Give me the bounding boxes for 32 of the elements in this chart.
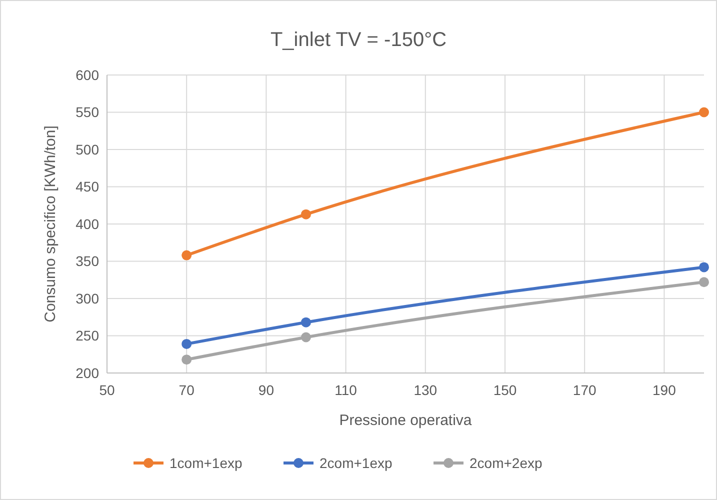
x-tick-label: 190 (652, 382, 676, 398)
y-tick-label: 550 (76, 104, 100, 120)
point (301, 332, 311, 342)
point (699, 107, 709, 118)
y-tick-label: 250 (76, 328, 100, 344)
y-tick-label: 200 (76, 364, 100, 381)
legend-label: 2com+2exp (470, 454, 542, 471)
y-tick-label: 450 (76, 178, 100, 195)
x-tick-label: 130 (414, 382, 438, 398)
chart-title: T_inlet TV = -150°C (270, 29, 447, 51)
x-tick-label: 110 (334, 382, 358, 398)
y-tick-label: 500 (76, 141, 100, 158)
x-tick-label: 90 (258, 382, 274, 398)
point (182, 338, 192, 349)
y-tick-label: 600 (76, 66, 100, 83)
x-tick-label: 50 (99, 382, 115, 398)
x-tick-label: 170 (572, 382, 596, 398)
y-tick-label: 300 (76, 290, 100, 306)
y-tick-label: 400 (76, 216, 100, 232)
point (699, 277, 709, 288)
point (182, 250, 192, 260)
x-axis-title: Pressione operativa (339, 412, 472, 429)
legend-label: 1com+1exp (170, 454, 242, 471)
point (301, 317, 311, 328)
point (699, 262, 709, 272)
y-axis-title: Consumo specifico [KWh/ton] (42, 126, 59, 322)
y-tick-label: 350 (76, 253, 100, 270)
x-tick-label: 150 (493, 382, 517, 398)
point (301, 209, 311, 220)
x-tick-label: 70 (178, 382, 195, 398)
legend-label: 2com+1exp (320, 454, 392, 471)
point (182, 354, 192, 365)
